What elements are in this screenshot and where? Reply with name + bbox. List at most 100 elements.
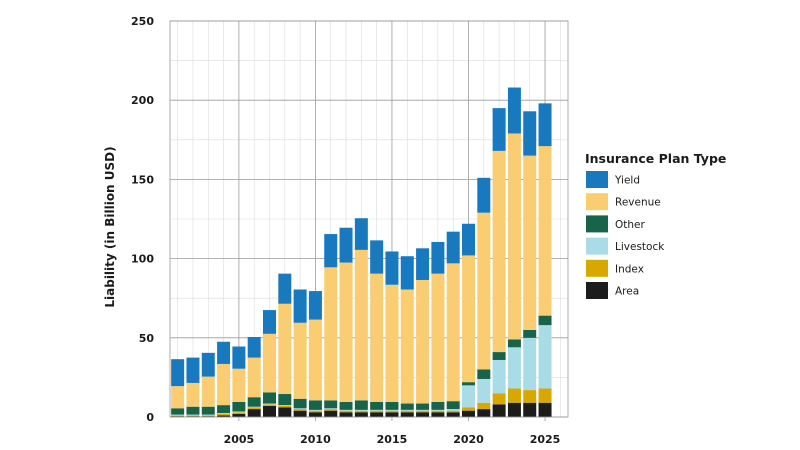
bar-area-2015 (385, 412, 399, 417)
bar-livestock-2007 (263, 403, 276, 405)
bar-area-2020 (462, 410, 475, 417)
y-axis-title: Liability (in Billion USD) (103, 146, 117, 307)
bar-area-2014 (370, 412, 384, 417)
bar-other-2017 (416, 403, 430, 410)
legend-swatch-area (586, 282, 608, 299)
bar-index-2023 (507, 388, 521, 403)
bar-index-2007 (263, 404, 276, 406)
bar-other-2018 (431, 401, 445, 410)
bar-livestock-2004 (217, 413, 231, 414)
legend-swatch-livestock (586, 237, 608, 255)
bar-index-2011 (324, 409, 338, 411)
y-tick-label: 100 (131, 253, 154, 266)
bar-index-2020 (462, 407, 475, 411)
bar-index-2015 (385, 410, 399, 413)
bar-revenue-2015 (385, 284, 399, 402)
bar-index-2006 (247, 407, 261, 410)
bar-revenue-2025 (538, 146, 552, 316)
bar-area-2021 (477, 409, 491, 417)
legend-swatch-other (586, 215, 608, 233)
bar-other-2003 (201, 406, 215, 415)
bar-yield-2015 (385, 251, 399, 285)
bar-livestock-2001 (171, 414, 185, 416)
bar-other-2019 (446, 401, 460, 410)
bar-yield-2009 (293, 289, 307, 323)
bar-yield-2019 (446, 231, 460, 264)
bar-other-2005 (232, 401, 246, 412)
bar-area-2022 (492, 404, 506, 417)
legend-label-revenue: Revenue (615, 197, 661, 209)
bar-index-2008 (278, 405, 292, 408)
bar-other-2004 (217, 405, 231, 414)
bar-livestock-2011 (324, 408, 338, 410)
bar-livestock-2012 (339, 409, 353, 411)
y-tick-label: 200 (131, 94, 154, 107)
bar-revenue-2017 (416, 279, 430, 404)
plot-frame (169, 20, 569, 418)
bar-revenue-2013 (354, 249, 368, 401)
bar-area-2016 (400, 412, 414, 417)
bar-revenue-2024 (523, 155, 537, 330)
bar-yield-2014 (370, 240, 384, 274)
bar-area-2008 (278, 407, 292, 417)
bar-index-2014 (370, 410, 384, 413)
bar-other-2006 (247, 397, 261, 407)
bar-revenue-2002 (186, 382, 200, 407)
bar-revenue-2005 (232, 368, 246, 402)
legend-swatch-index (586, 259, 608, 277)
y-tick-label: 0 (146, 411, 154, 424)
bar-other-2007 (263, 392, 276, 404)
bar-index-2018 (431, 410, 445, 413)
bar-yield-2018 (431, 241, 445, 274)
legend-swatch-yield (586, 171, 608, 188)
bar-index-2009 (293, 409, 307, 411)
bar-other-2021 (477, 369, 491, 379)
bar-other-2002 (186, 406, 200, 415)
bar-revenue-2001 (171, 386, 185, 409)
bar-livestock-2014 (370, 409, 384, 411)
bar-other-2015 (385, 401, 399, 410)
y-tick-label: 250 (131, 15, 154, 28)
bar-yield-2007 (263, 310, 276, 334)
bar-livestock-2023 (507, 347, 521, 389)
legend-label-yield: Yield (614, 175, 640, 187)
bar-area-2019 (446, 412, 460, 417)
bar-livestock-2022 (492, 359, 506, 394)
bar-other-2012 (339, 401, 353, 410)
bar-area-2009 (293, 410, 307, 417)
bar-other-2001 (171, 408, 185, 415)
bar-revenue-2003 (201, 376, 215, 407)
legend-title: Insurance Plan Type (585, 151, 726, 166)
bar-other-2010 (308, 400, 322, 410)
bar-area-2006 (247, 409, 261, 417)
y-tick-label: 150 (131, 173, 154, 186)
bar-livestock-2013 (354, 409, 368, 411)
bar-yield-2001 (171, 359, 185, 387)
bar-other-2024 (523, 329, 537, 338)
bar-revenue-2006 (247, 357, 261, 398)
bar-livestock-2021 (477, 378, 491, 403)
bar-livestock-2015 (385, 409, 399, 411)
bar-livestock-2018 (431, 409, 445, 411)
bar-area-2010 (308, 412, 322, 417)
bar-other-2011 (324, 400, 338, 409)
bar-yield-2004 (217, 341, 231, 364)
bar-index-2024 (523, 390, 537, 403)
bar-area-2012 (339, 412, 353, 417)
bar-revenue-2011 (324, 267, 338, 401)
bar-yield-2022 (492, 108, 506, 151)
bar-other-2013 (354, 400, 368, 410)
bar-index-2025 (538, 388, 552, 403)
bar-index-2004 (217, 413, 231, 416)
axes: 0 50 100 150 200 250 2005 2010 2015 2020 2025 (131, 15, 560, 446)
bar-area-2013 (354, 412, 368, 417)
bar-livestock-2010 (308, 409, 322, 411)
bar-revenue-2004 (217, 363, 231, 406)
bar-area-2024 (523, 402, 537, 417)
bar-index-2012 (339, 410, 353, 413)
bar-livestock-2003 (201, 414, 215, 416)
bar-revenue-2021 (477, 212, 491, 370)
bar-area-2025 (538, 402, 552, 417)
legend-swatch-revenue (586, 193, 608, 211)
bar-revenue-2012 (339, 262, 353, 402)
